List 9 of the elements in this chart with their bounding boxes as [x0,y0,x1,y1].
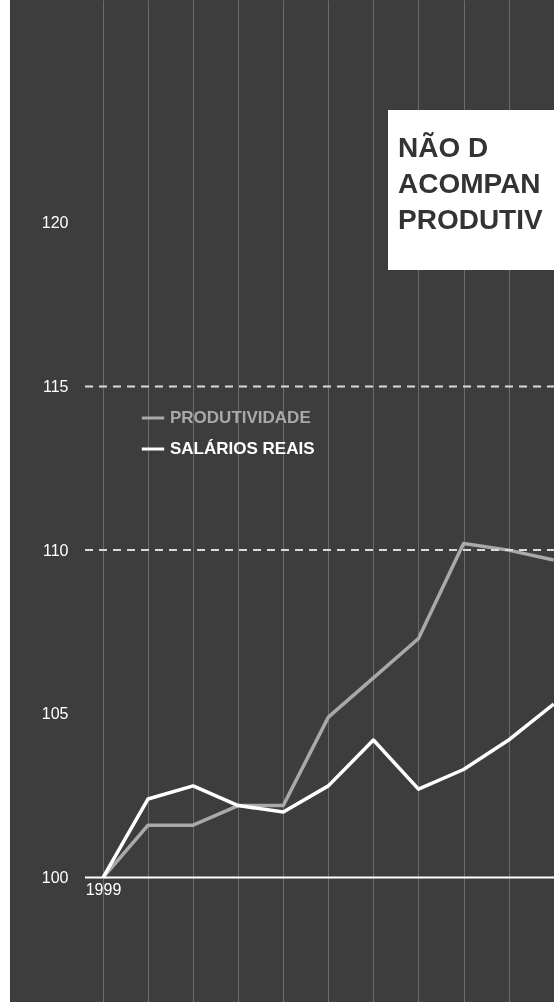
y-tick-label: 120 [41,214,69,232]
y-tick-label: 110 [42,541,69,559]
x-tick-label: 1999 [85,881,122,899]
annotation: NÃO D ACOMPAN PRODUTIV [398,132,543,235]
y-tick-label: 100 [41,869,69,887]
y-tick-label: 115 [42,377,69,395]
legend-label: PRODUTIVIDADE [170,408,311,427]
legend-label: SALÁRIOS REAIS [170,439,315,458]
y-tick-label: 105 [41,705,69,723]
